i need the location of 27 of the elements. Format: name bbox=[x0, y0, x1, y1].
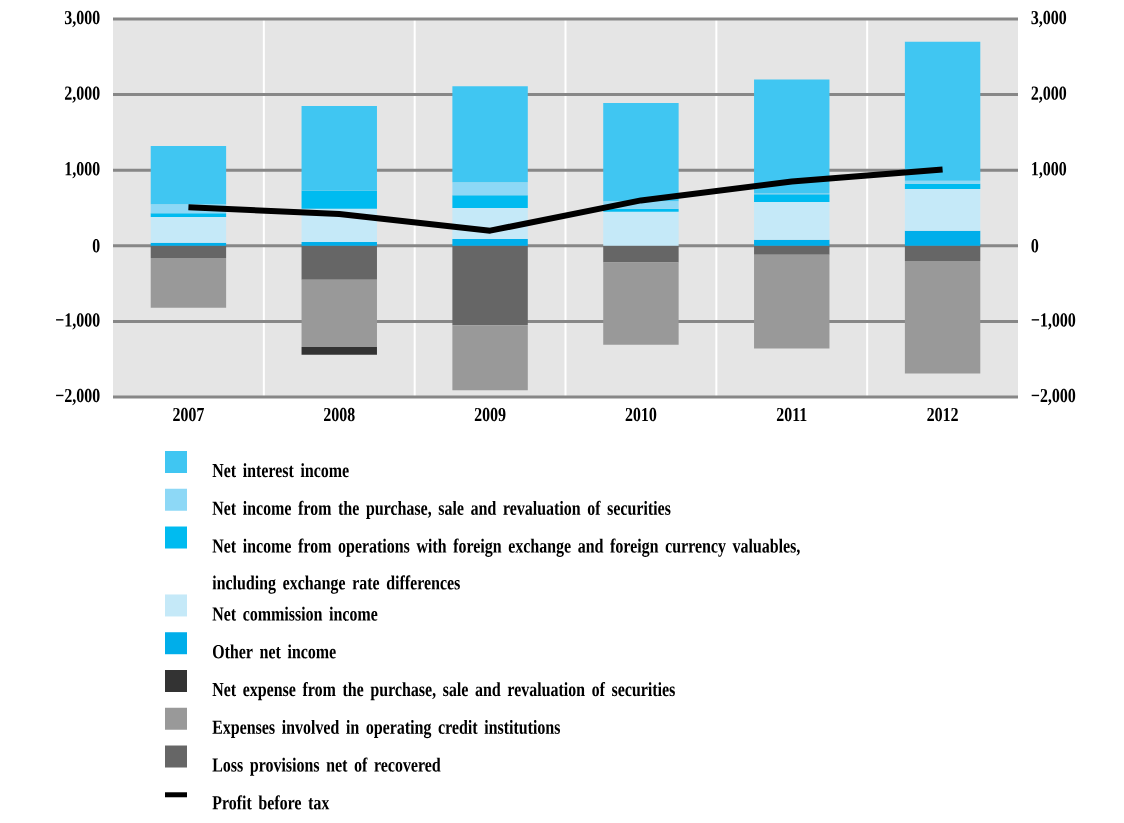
legend-label: Other net income bbox=[212, 644, 336, 659]
legend-label: Loss provisions net of recovered bbox=[212, 757, 441, 776]
y2-tick-label: 0 bbox=[1031, 239, 1039, 253]
y2-tick-label: 1,000 bbox=[1032, 162, 1067, 179]
y-tick-label: −1,000 bbox=[56, 313, 100, 330]
y-tick-label: 2,000 bbox=[64, 86, 100, 103]
y2-tick-label: −1,000 bbox=[1031, 313, 1076, 330]
y-tick-label: −2,000 bbox=[56, 388, 100, 406]
legend-label: Net interest income bbox=[212, 463, 349, 478]
y2-tick-label: −2,000 bbox=[1031, 388, 1076, 406]
x-tick-label: 2007 bbox=[173, 407, 204, 422]
x-tick-label: 2010 bbox=[625, 407, 657, 422]
y-tick-label: 0 bbox=[92, 239, 100, 253]
y-tick-label: 1,000 bbox=[65, 162, 100, 179]
legend-label: Net income from the purchase, sale and revaluation of securities bbox=[212, 500, 671, 519]
y2-tick-label: 3,000 bbox=[1031, 10, 1067, 28]
y-tick-label: 3,000 bbox=[64, 10, 100, 28]
legend-label: Profit before tax bbox=[212, 795, 330, 810]
y2-tick-label: 2,000 bbox=[1031, 86, 1067, 103]
legend-label: Net income from operations with foreign exchange and foreign currency valuables, including exchange rate differences bbox=[212, 538, 800, 594]
x-tick-label: 2008 bbox=[323, 407, 355, 422]
legend-label: Net expense from the purchase, sale and revaluation of securities bbox=[212, 681, 675, 701]
x-tick-label: 2009 bbox=[474, 407, 506, 422]
legend-label: Expenses involved in operating credit institutions bbox=[212, 719, 561, 739]
x-tick-label: 2011 bbox=[776, 407, 807, 422]
x-tick-label: 2012 bbox=[927, 407, 958, 422]
legend-label: Net commission income bbox=[212, 606, 378, 621]
